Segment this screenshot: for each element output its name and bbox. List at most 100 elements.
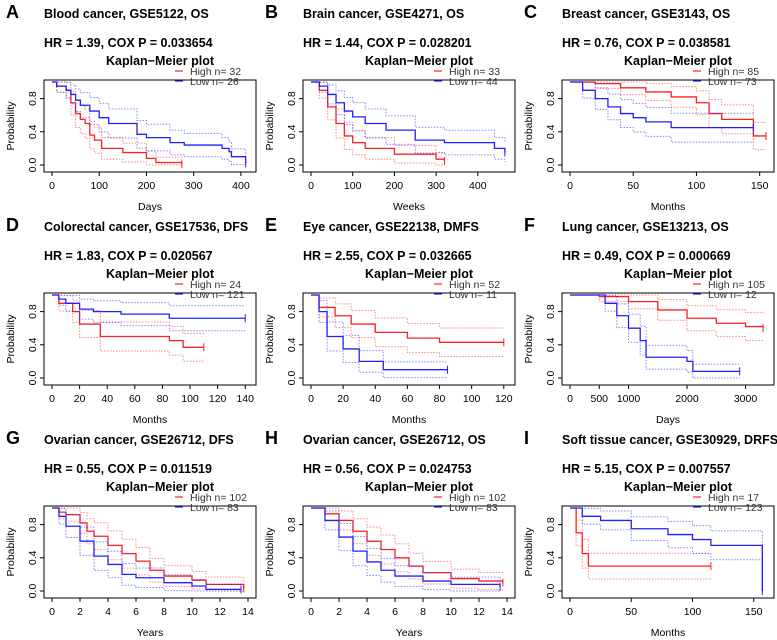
x-axis-label: Days <box>656 414 680 426</box>
ci-lower-high <box>570 294 764 343</box>
x-tick-label: 100 <box>463 393 481 405</box>
panel-title: Ovarian cancer, GSE26712, OS <box>303 433 486 447</box>
panel-title: Lung cancer, GSE13213, OS <box>562 220 729 234</box>
y-tick-label: 0.8 <box>27 304 39 319</box>
x-tick-label: 12 <box>214 606 226 618</box>
x-tick-label: 120 <box>209 393 227 405</box>
hr-cox-stat: HR = 2.55, COX P = 0.032665 <box>303 249 472 263</box>
panel-i: I Soft tissue cancer, GSE30929, DRFS HR = … <box>523 428 777 639</box>
plot-frame <box>561 505 775 599</box>
hr-cox-stat: HR = 0.55, COX P = 0.011519 <box>44 462 212 476</box>
legend-entry-low: Low n= 121 <box>190 289 245 301</box>
panel-h: H Ovarian cancer, GSE26712, OS HR = 0.56, … <box>264 428 516 639</box>
ci-upper-low <box>311 294 448 363</box>
x-tick-label: 150 <box>751 180 769 192</box>
x-tick-label: 400 <box>469 180 487 192</box>
panel-b: B Brain cancer, GSE4271, OS HR = 1.44, COX… <box>264 2 516 213</box>
x-tick-label: 0 <box>567 180 573 192</box>
plot-subtitle: Kaplan−Meier plot <box>624 480 733 494</box>
ci-lower-low <box>311 507 500 592</box>
ci-lower-low <box>311 81 506 162</box>
ci-upper-low <box>311 507 501 581</box>
x-axis-label: Weeks <box>393 201 425 213</box>
panel-title: Eye cancer, GSE22138, DMFS <box>303 220 479 234</box>
x-tick-label: 200 <box>138 180 156 192</box>
legend-entry-low: Low n= 83 <box>449 502 498 514</box>
x-tick-label: 80 <box>157 393 169 405</box>
x-tick-label: 0 <box>49 393 55 405</box>
ci-lower-high <box>311 507 504 591</box>
y-tick-label: 0.8 <box>286 304 298 319</box>
survival-curve-high <box>570 81 766 137</box>
legend-entry-high: High n= 102 <box>190 492 247 504</box>
plot-subtitle: Kaplan−Meier plot <box>106 267 215 281</box>
survival-curve-low <box>570 81 754 129</box>
ci-upper-low <box>311 81 506 144</box>
ci-upper-high <box>311 81 445 155</box>
ci-lower-low <box>52 507 241 592</box>
survival-curve-high <box>570 294 764 329</box>
legend-entry-low: Low n= 44 <box>449 76 498 88</box>
x-tick-label: 10 <box>445 606 457 618</box>
x-tick-label: 3000 <box>734 393 758 405</box>
x-tick-label: 2 <box>77 606 83 618</box>
hr-cox-stat: HR = 5.15, COX P = 0.007557 <box>562 462 731 476</box>
y-tick-label: 0.8 <box>545 517 557 532</box>
ci-lower-low <box>570 294 740 379</box>
panel-letter: G <box>6 428 20 448</box>
y-tick-label: 0.4 <box>545 337 557 352</box>
y-tick-label: 0.0 <box>27 371 39 386</box>
x-tick-label: 0 <box>567 606 573 618</box>
hr-cox-stat: HR = 0.49, COX P = 0.000669 <box>562 249 731 263</box>
panel-letter: E <box>265 215 277 235</box>
x-tick-label: 2 <box>336 606 342 618</box>
plot-subtitle: Kaplan−Meier plot <box>624 54 733 68</box>
x-tick-label: 6 <box>133 606 139 618</box>
ci-upper-low <box>570 294 740 365</box>
x-tick-label: 50 <box>625 606 637 618</box>
hr-cox-stat: HR = 1.39, COX P = 0.033654 <box>44 36 213 50</box>
plot-subtitle: Kaplan−Meier plot <box>365 54 474 68</box>
survival-curve-low <box>570 294 740 373</box>
y-axis-label: Probability <box>5 527 17 577</box>
plot-subtitle: Kaplan−Meier plot <box>365 267 474 281</box>
y-tick-label: 0.8 <box>286 517 298 532</box>
x-tick-label: 120 <box>495 393 513 405</box>
ci-upper-low <box>570 507 763 587</box>
y-tick-label: 0.0 <box>545 158 557 173</box>
x-tick-label: 4 <box>364 606 370 618</box>
y-axis-label: Probability <box>5 101 17 151</box>
y-tick-label: 0.0 <box>545 371 557 386</box>
x-tick-label: 200 <box>386 180 404 192</box>
y-tick-label: 0.4 <box>27 550 39 565</box>
ci-lower-high <box>52 507 244 592</box>
survival-curve-high <box>311 507 504 583</box>
y-axis-label: Probability <box>264 527 276 577</box>
legend-entry-low: Low n= 73 <box>708 76 757 88</box>
hr-cox-stat: HR = 1.83, COX P = 0.020567 <box>44 249 213 263</box>
ci-lower-high <box>570 507 711 580</box>
plot-frame <box>43 505 257 599</box>
y-tick-label: 0.8 <box>27 517 39 532</box>
x-tick-label: 0 <box>308 393 314 405</box>
panel-letter: I <box>524 428 529 448</box>
legend-entry-low: Low n= 11 <box>449 289 497 301</box>
x-tick-label: 40 <box>101 393 113 405</box>
x-tick-label: 0 <box>308 606 314 618</box>
x-tick-label: 400 <box>232 180 250 192</box>
ci-upper-low <box>52 507 241 585</box>
ci-lower-high <box>311 294 504 358</box>
survival-curve-low <box>311 294 448 371</box>
y-axis-label: Probability <box>523 527 535 577</box>
x-tick-label: 0 <box>49 606 55 618</box>
y-tick-label: 0.0 <box>286 371 298 386</box>
x-tick-label: 20 <box>74 393 86 405</box>
y-tick-label: 0.8 <box>27 91 39 106</box>
x-axis-label: Months <box>392 414 426 426</box>
legend-entry-high: High n= 85 <box>708 66 759 78</box>
survival-curve-low <box>570 507 763 591</box>
x-tick-label: 50 <box>627 180 639 192</box>
y-tick-label: 0.8 <box>286 91 298 106</box>
panel-title: Colorectal cancer, GSE17536, DFS <box>44 220 248 234</box>
y-tick-label: 0.0 <box>27 158 39 173</box>
